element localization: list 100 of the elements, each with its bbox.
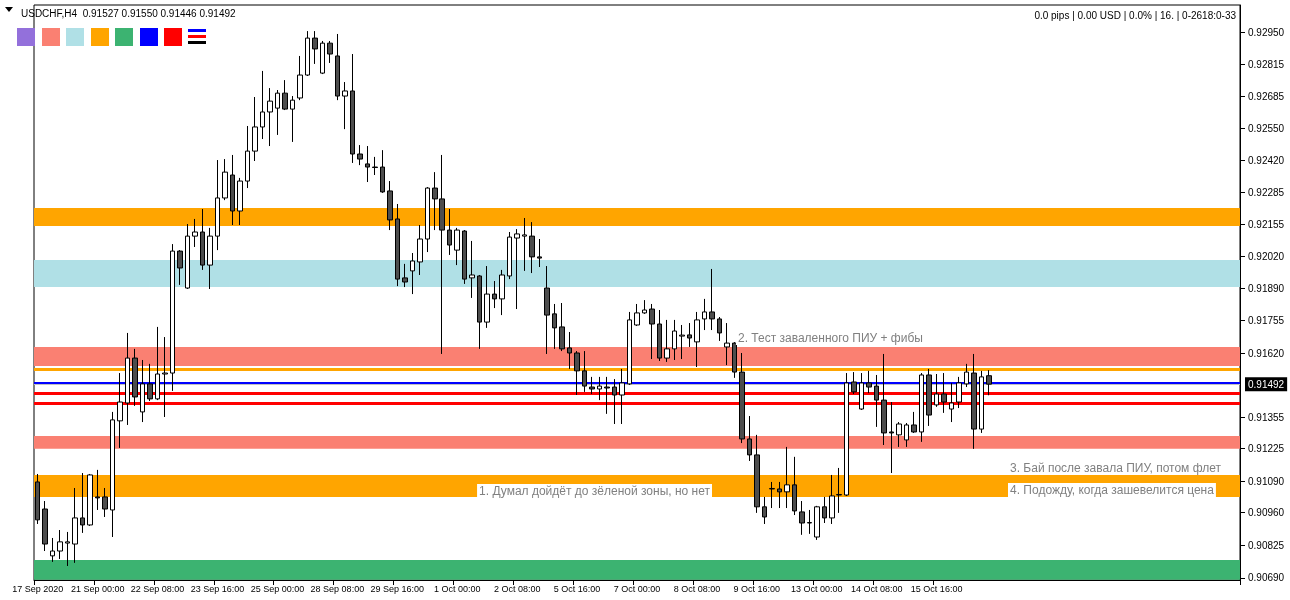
annotation: 4. Подожду, когда зашевелится цена [1010,483,1215,497]
candlestick [484,265,490,329]
y-tick-label: 0.92950 [1248,26,1285,38]
candlestick [537,238,542,268]
candlestick [881,353,887,446]
candlestick [282,79,288,111]
candlestick [814,505,820,541]
candlestick [702,298,707,331]
candlestick [42,500,48,552]
candlestick [717,316,722,342]
candlestick [95,469,100,511]
x-tick-label: 8 Oct 08:00 [673,583,721,594]
y-tick-label: 0.92285 [1248,187,1285,199]
candlestick [904,422,909,448]
candlestick [342,81,348,130]
x-tick-label: 28 Sep 08:00 [310,583,365,594]
ref-line-label: 0.91492 [1248,378,1285,390]
candlestick [192,218,198,248]
candlestick [807,509,812,535]
candlestick [410,252,415,295]
y-tick-label: 0.91225 [1248,443,1285,455]
candlestick [964,363,969,388]
candlestick [567,331,572,370]
candlestick [694,311,700,368]
candlestick [844,372,849,497]
candlestick [365,145,370,183]
candlestick [986,369,992,396]
candlestick [604,376,610,415]
y-tick-label: 0.91355 [1248,411,1285,423]
candlestick [132,348,138,407]
chart-title: USDCHF,H4 0.91527 0.91550 0.91446 0.91492 [21,7,237,19]
candlestick [866,370,872,394]
candlestick [185,223,190,290]
candlestick [350,53,355,164]
candlestick [619,368,625,425]
y-tick-label: 0.92550 [1248,123,1285,135]
candlestick [65,531,70,567]
candlestick [799,500,805,536]
candlestick [574,350,580,396]
candlestick [230,154,235,226]
candlestick [357,144,363,166]
candlestick [627,311,632,386]
candlestick [290,95,295,143]
candlestick [634,303,640,327]
x-tick-label: 15 Oct 16:00 [910,583,963,594]
candlestick [320,40,325,75]
candlestick [454,227,460,266]
candlestick [979,370,984,434]
candlestick [612,378,617,425]
candlestick [335,33,340,101]
x-tick-label: 21 Sep 00:00 [70,583,125,594]
candlestick [559,302,565,352]
candlestick [462,229,467,285]
candlestick [102,487,108,518]
candlestick [597,376,602,401]
annotation: 2. Тест заваленного ПИУ + фибы [738,331,923,345]
candlestick [754,434,760,514]
y-tick-label: 0.92020 [1248,251,1285,263]
candlestick [507,231,512,280]
candlestick [117,372,123,449]
candlestick [125,332,130,426]
annotation: 0.0 pips | 0.00 USD | 0.0% | 16. | 0-2618:0-33 [1034,9,1237,21]
candlestick [417,224,423,276]
candlestick [50,537,55,563]
candlestick [589,376,595,395]
candlestick [297,55,303,101]
x-tick-label: 1 Oct 00:00 [433,583,481,594]
candlestick [252,96,258,162]
candlestick [380,149,385,194]
candlestick [499,269,505,316]
candlestick [177,249,183,286]
candlestick [327,40,333,64]
candlestick [792,456,797,516]
candlestick [896,421,902,448]
candlestick [664,319,670,363]
candlestick [919,372,924,443]
candlestick [72,487,78,564]
candlestick [687,322,692,348]
y-tick-label: 0.91755 [1248,315,1285,327]
candlestick [514,228,520,310]
candlestick [709,268,715,331]
candlestick [222,158,228,201]
candlestick [387,180,393,231]
y-tick-label: 0.92420 [1248,154,1285,166]
candlestick [215,159,220,251]
candlestick [934,373,939,408]
candlestick [477,274,482,350]
candlestick [941,372,947,414]
annotation: 3. Бай после завала ПИУ, потом флет [1010,461,1222,475]
candlestick [859,372,864,411]
x-tick-label: 13 Oct 00:00 [791,583,843,594]
x-tick-label: 23 Sep 16:00 [190,583,245,594]
candlestick [162,336,168,418]
y-tick-label: 0.92155 [1248,218,1285,230]
candlestick [469,240,475,299]
candlestick [971,353,977,450]
candlestick [649,303,655,360]
x-tick-label: 5 Oct 16:00 [553,583,601,594]
candlestick [522,217,527,272]
candlestick [275,89,280,136]
